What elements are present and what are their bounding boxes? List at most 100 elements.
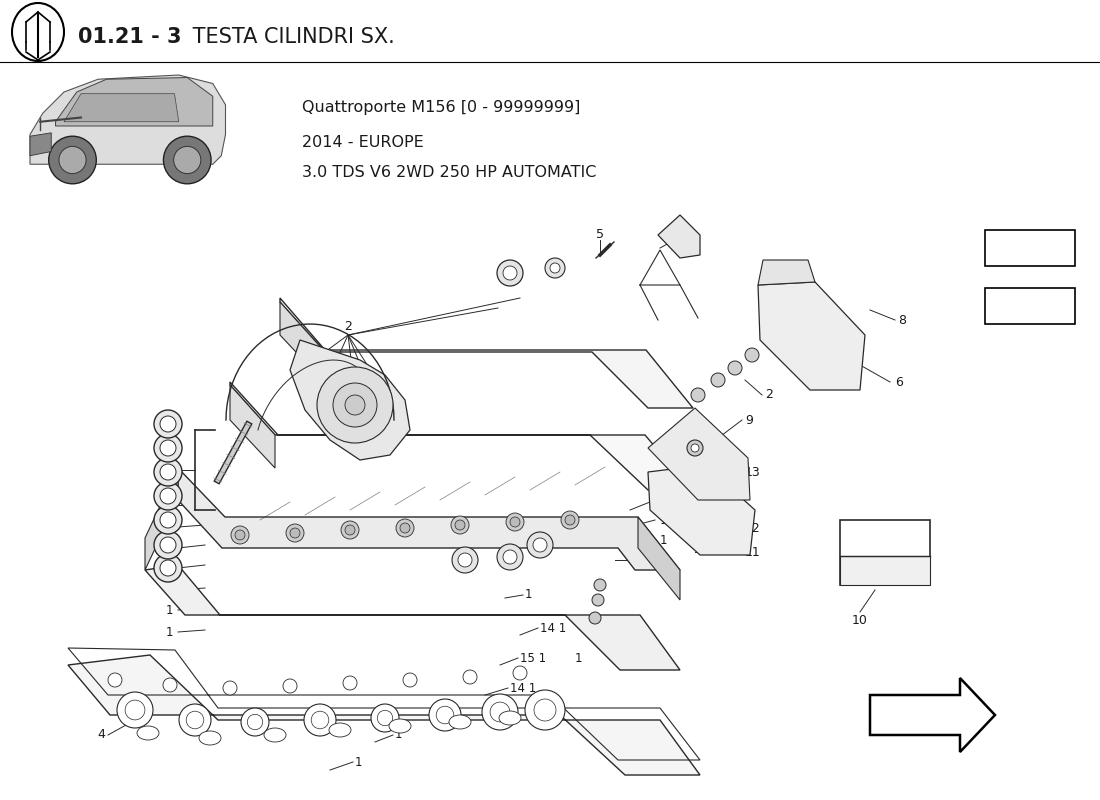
Text: 01.21 - 3: 01.21 - 3 xyxy=(78,27,182,47)
Circle shape xyxy=(241,708,270,736)
Circle shape xyxy=(286,524,304,542)
Circle shape xyxy=(154,506,182,534)
Circle shape xyxy=(503,266,517,280)
Circle shape xyxy=(711,373,725,387)
Circle shape xyxy=(503,550,517,564)
Circle shape xyxy=(317,367,393,443)
Circle shape xyxy=(497,260,522,286)
Circle shape xyxy=(164,136,211,184)
Circle shape xyxy=(290,528,300,538)
Text: 6: 6 xyxy=(895,375,903,389)
Polygon shape xyxy=(145,468,178,570)
Circle shape xyxy=(525,690,565,730)
Circle shape xyxy=(544,258,565,278)
Circle shape xyxy=(400,523,410,533)
Circle shape xyxy=(231,526,249,544)
Text: 1: 1 xyxy=(660,534,668,546)
Circle shape xyxy=(160,488,176,504)
Circle shape xyxy=(396,519,414,537)
Circle shape xyxy=(534,699,556,721)
Circle shape xyxy=(235,530,245,540)
Circle shape xyxy=(594,579,606,591)
Text: 7: 7 xyxy=(674,226,682,238)
Circle shape xyxy=(592,594,604,606)
Circle shape xyxy=(691,388,705,402)
Text: 1: 1 xyxy=(165,542,173,554)
Circle shape xyxy=(403,673,417,687)
Text: 1: 1 xyxy=(165,562,173,574)
Circle shape xyxy=(728,361,743,375)
Text: 15 1: 15 1 xyxy=(520,651,546,665)
Circle shape xyxy=(163,678,177,692)
Ellipse shape xyxy=(329,723,351,737)
Circle shape xyxy=(154,482,182,510)
Circle shape xyxy=(59,146,86,174)
Circle shape xyxy=(491,702,510,722)
Circle shape xyxy=(455,520,465,530)
Polygon shape xyxy=(290,340,410,460)
Text: 2: 2 xyxy=(764,389,773,402)
Text: 10: 10 xyxy=(852,614,868,626)
Ellipse shape xyxy=(499,711,521,725)
Circle shape xyxy=(179,704,211,736)
Circle shape xyxy=(506,513,524,531)
Text: 8: 8 xyxy=(898,314,906,326)
Polygon shape xyxy=(984,288,1075,324)
Ellipse shape xyxy=(138,726,160,740)
Circle shape xyxy=(333,383,377,427)
Circle shape xyxy=(154,554,182,582)
Polygon shape xyxy=(230,382,692,490)
Text: 1: 1 xyxy=(165,498,173,511)
Polygon shape xyxy=(64,94,178,122)
Text: 14 1: 14 1 xyxy=(540,622,566,634)
Circle shape xyxy=(160,440,176,456)
Polygon shape xyxy=(68,655,700,775)
Circle shape xyxy=(154,531,182,559)
Text: 1: 1 xyxy=(165,626,173,638)
Polygon shape xyxy=(984,230,1075,266)
Polygon shape xyxy=(30,75,225,164)
Circle shape xyxy=(154,410,182,438)
Circle shape xyxy=(343,676,358,690)
Circle shape xyxy=(527,532,553,558)
Circle shape xyxy=(304,704,336,736)
Circle shape xyxy=(341,521,359,539)
Ellipse shape xyxy=(199,731,221,745)
Text: 1: 1 xyxy=(660,554,668,566)
Circle shape xyxy=(48,136,97,184)
Polygon shape xyxy=(870,678,996,752)
Polygon shape xyxy=(230,385,275,468)
Text: 4: 4 xyxy=(97,729,104,742)
Circle shape xyxy=(565,515,575,525)
Circle shape xyxy=(451,516,469,534)
Text: Quattroporte M156 [0 - 99999999]: Quattroporte M156 [0 - 99999999] xyxy=(302,100,581,115)
Text: 2 = 2: 2 = 2 xyxy=(1009,299,1050,313)
Circle shape xyxy=(223,681,236,695)
Circle shape xyxy=(561,511,579,529)
Text: 1: 1 xyxy=(165,521,173,534)
Circle shape xyxy=(160,416,176,432)
Ellipse shape xyxy=(12,3,64,61)
Polygon shape xyxy=(55,78,212,126)
Circle shape xyxy=(108,673,122,687)
Circle shape xyxy=(160,560,176,576)
Text: 3.0 TDS V6 2WD 250 HP AUTOMATIC: 3.0 TDS V6 2WD 250 HP AUTOMATIC xyxy=(302,165,596,180)
Text: 11: 11 xyxy=(745,546,761,558)
Polygon shape xyxy=(638,517,680,600)
Polygon shape xyxy=(178,468,680,570)
Text: 1: 1 xyxy=(165,603,173,617)
Circle shape xyxy=(345,525,355,535)
Circle shape xyxy=(588,612,601,624)
Polygon shape xyxy=(840,556,929,585)
Polygon shape xyxy=(145,565,680,670)
Text: 9: 9 xyxy=(745,414,752,426)
Ellipse shape xyxy=(449,715,471,729)
Circle shape xyxy=(534,538,547,552)
Circle shape xyxy=(458,553,472,567)
Circle shape xyxy=(463,670,477,684)
Polygon shape xyxy=(648,408,750,500)
Circle shape xyxy=(377,710,393,726)
Text: 1 = 1: 1 = 1 xyxy=(1009,241,1050,255)
Circle shape xyxy=(345,395,365,415)
Circle shape xyxy=(160,512,176,528)
